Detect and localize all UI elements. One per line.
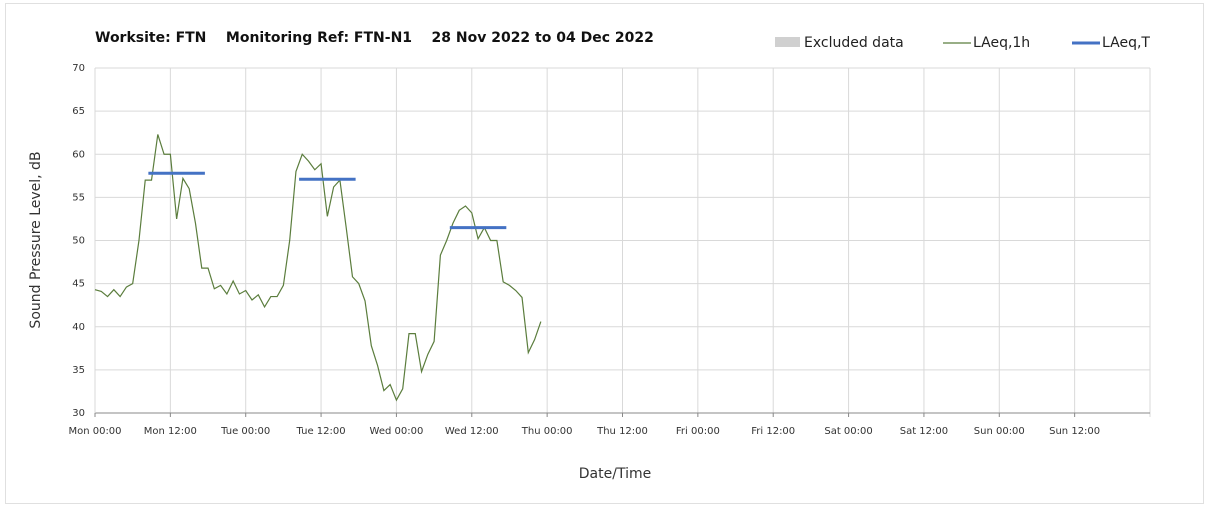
x-tick-label: Mon 00:00 (68, 426, 121, 437)
y-tick-label: 55 (72, 192, 85, 203)
x-tick-label: Sat 12:00 (900, 426, 948, 437)
x-tick-label: Tue 00:00 (220, 426, 270, 437)
x-tick-label: Wed 12:00 (445, 426, 499, 437)
x-tick-label: Thu 00:00 (521, 426, 573, 437)
series-line (94, 134, 542, 402)
x-axis-title: Date/Time (579, 466, 651, 482)
y-tick-label: 70 (72, 63, 85, 74)
x-tick-label: Wed 00:00 (370, 426, 424, 437)
x-tick-label: Thu 12:00 (596, 426, 648, 437)
legend-label: LAeq,T (1102, 35, 1150, 51)
x-tick-label: Mon 12:00 (144, 426, 197, 437)
y-tick-label: 40 (72, 322, 85, 333)
x-tick-label: Sun 00:00 (974, 426, 1025, 437)
y-tick-label: 30 (72, 408, 85, 419)
x-tick-label: Fri 00:00 (676, 426, 720, 437)
x-tick-label: Fri 12:00 (751, 426, 795, 437)
chart-frame (5, 3, 1204, 504)
y-tick-label: 45 (72, 279, 85, 290)
y-axis-title: Sound Pressure Level, dB (28, 151, 44, 328)
chart-title: Worksite: FTN Monitoring Ref: FTN-N1 28 … (95, 30, 654, 46)
y-tick-label: 50 (72, 236, 85, 247)
y-tick-label: 60 (72, 149, 85, 160)
x-tick-label: Tue 12:00 (296, 426, 346, 437)
x-tick-label: Sat 00:00 (824, 426, 872, 437)
y-tick-label: 65 (72, 106, 85, 117)
legend-label: LAeq,1h (973, 35, 1030, 51)
legend-swatch (775, 37, 800, 47)
y-tick-label: 35 (72, 365, 85, 376)
series-line (148, 171, 507, 230)
x-tick-label: Sun 12:00 (1049, 426, 1100, 437)
legend-label: Excluded data (804, 35, 904, 51)
